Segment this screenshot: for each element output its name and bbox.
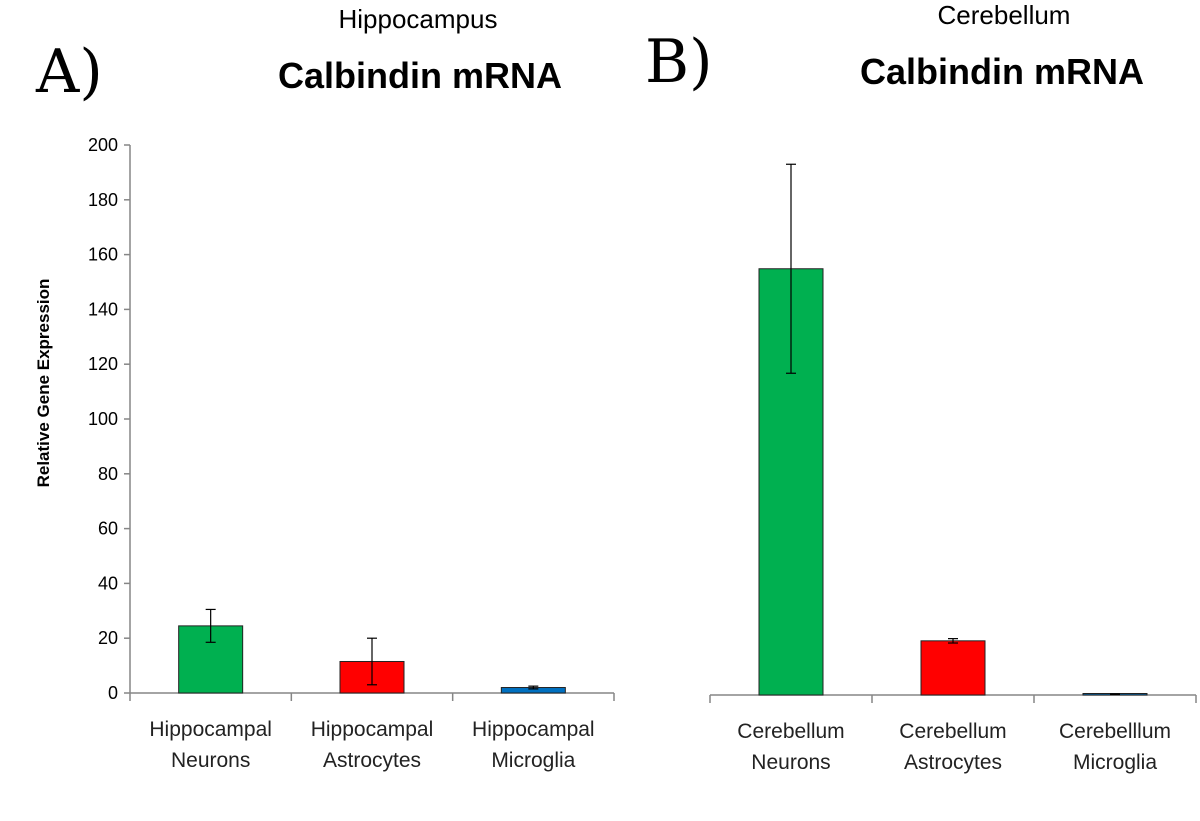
panel-a-letter: A) [35, 37, 103, 107]
panel-a-y-axis-label: Relative Gene Expression [34, 279, 53, 488]
panel-a-y-tick-label: 180 [88, 190, 118, 210]
panel-a-y-tick-label: 140 [88, 299, 118, 319]
panel-a-region: Hippocampus [339, 4, 498, 34]
panel-a-category-label: Hippocampal [311, 718, 434, 741]
panel-b-bar [920, 640, 986, 696]
panel-a-y-tick-label: 40 [98, 573, 118, 593]
panel-a-title: Calbindin mRNA [278, 55, 562, 96]
panel-b-title: Calbindin mRNA [860, 51, 1144, 92]
panel-a-category-label: Neurons [171, 749, 250, 772]
panel-a-y-tick-label: 60 [98, 519, 118, 539]
panel-a-y-tick-label: 100 [88, 409, 118, 429]
panel-b-category-label: Neurons [751, 751, 830, 774]
panel-a-y-tick-label: 80 [98, 464, 118, 484]
panel-b-category-label: Astrocytes [904, 751, 1002, 774]
panel-b-category-label: Cerebellum [737, 720, 844, 743]
panel-a-category-label: Hippocampal [472, 718, 595, 741]
panel-a-y-tick-label: 160 [88, 245, 118, 265]
panel-a-plot: 0 20 40 60 80 100 120 140 160 180 200 Hippocampal Ne… [88, 135, 615, 772]
panel-b-category-label: Microglia [1073, 751, 1157, 774]
panel-a-y-tick-label: 20 [98, 628, 118, 648]
panel-b-region: Cerebellum [938, 0, 1071, 30]
panel-b-category-label: Cerebelllum [1059, 720, 1171, 743]
panel-a-y-tick-label: 200 [88, 135, 118, 155]
panel-b-category-label: Cerebellum [899, 720, 1006, 743]
panel-a-category-label: Microglia [491, 749, 575, 772]
panel-a-category-label: Hippocampal [149, 718, 272, 741]
panel-a-y-tick-label: 120 [88, 354, 118, 374]
panel-a-y-tick-label: 0 [108, 683, 118, 703]
panel-b-plot: Cerebellum Neurons Cerebellum Astrocytes Cer… [709, 163, 1197, 774]
panel-b-letter: B) [645, 27, 713, 97]
panel-a-category-label: Astrocytes [323, 749, 421, 772]
